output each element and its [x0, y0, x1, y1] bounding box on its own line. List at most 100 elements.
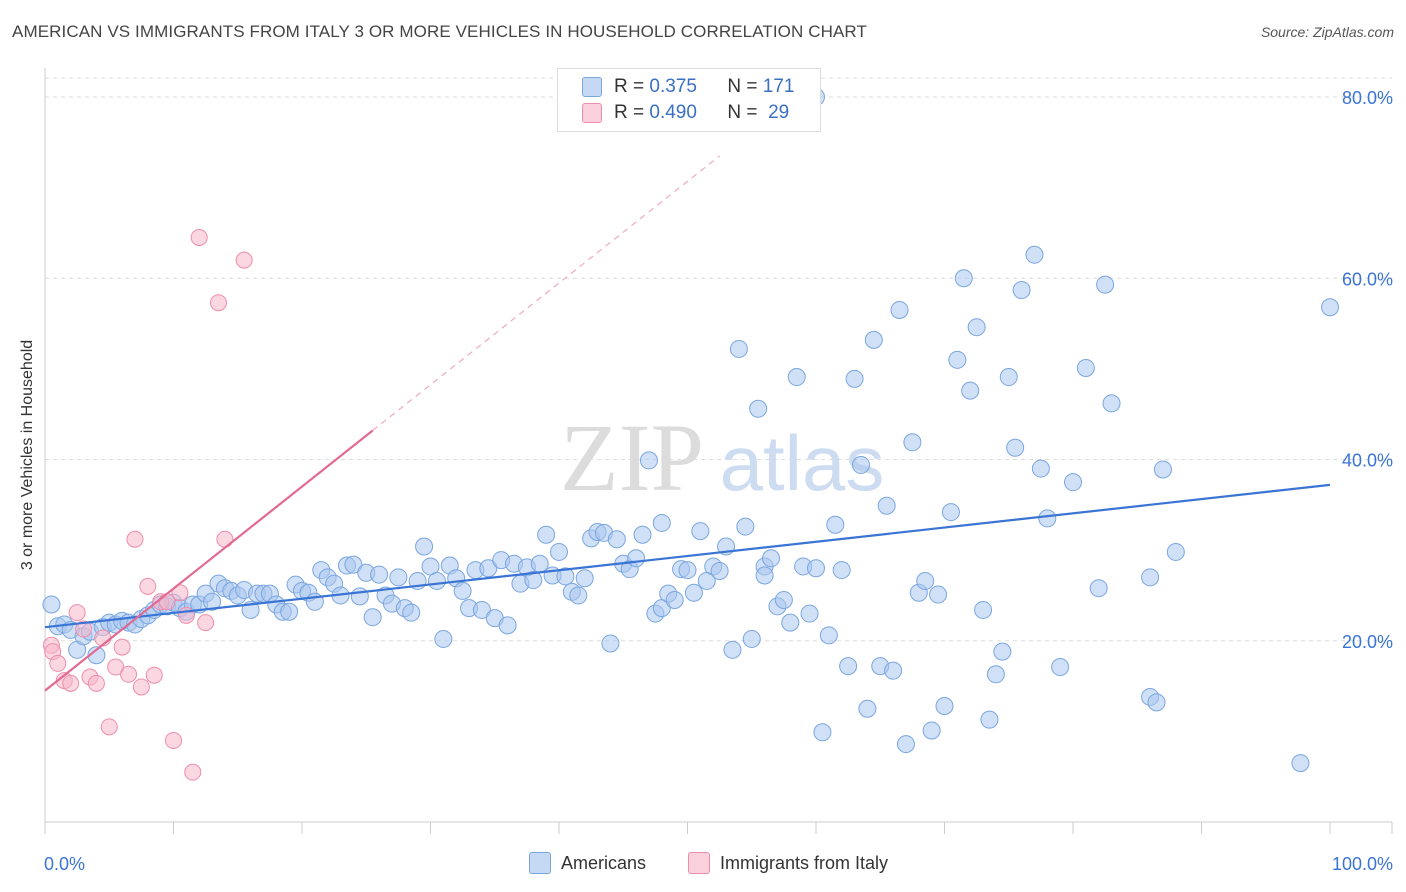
point-americans-169 — [652, 513, 671, 532]
point-americans-127 — [858, 699, 877, 718]
legend-row-americans: R = 0.375 N = 171 — [582, 75, 794, 99]
point-americans-92 — [633, 525, 652, 544]
point-americans-147 — [986, 665, 1005, 684]
point-americans-116 — [787, 368, 806, 387]
point-americans-145 — [974, 600, 993, 619]
point-americans-136 — [916, 571, 935, 590]
point-americans-163 — [1153, 460, 1172, 479]
point-americans-109 — [742, 629, 761, 648]
point-americans-97 — [665, 590, 684, 609]
legend-n-value: 171 — [762, 76, 795, 97]
point-americans-168 — [755, 566, 774, 585]
correlation-legend: R = 0.375 N = 171 R = 0.490 N = 29 — [557, 68, 821, 132]
point-italy-14 — [126, 530, 144, 548]
legend-r-value: 0.490 — [649, 102, 697, 123]
point-italy-16 — [139, 577, 157, 595]
point-americans-79 — [550, 542, 568, 561]
point-italy-27 — [216, 530, 234, 548]
y-axis-label: 3 or more Vehicles in Household — [19, 339, 36, 571]
point-americans-37 — [280, 602, 299, 621]
point-americans-142 — [954, 269, 973, 288]
point-italy-28 — [235, 251, 253, 269]
point-americans-50 — [363, 608, 382, 627]
point-americans-152 — [1025, 245, 1044, 264]
point-italy-13 — [120, 665, 138, 683]
point-americans-51 — [370, 565, 389, 584]
legend-r-label: R = — [614, 102, 645, 123]
point-americans-124 — [839, 657, 858, 676]
point-italy-24 — [190, 228, 208, 246]
point-americans-75 — [524, 571, 543, 590]
point-americans-76 — [530, 554, 549, 573]
legend-r-label: R = — [614, 76, 645, 97]
point-americans-160 — [1102, 394, 1121, 413]
point-americans-156 — [1064, 473, 1082, 492]
point-americans-54 — [389, 568, 408, 587]
point-americans-128 — [864, 330, 883, 349]
point-americans-149 — [999, 368, 1018, 387]
point-americans-133 — [896, 735, 915, 754]
point-americans-159 — [1096, 275, 1115, 294]
legend-n-label: N = — [727, 76, 758, 97]
point-americans-25 — [203, 592, 222, 611]
point-americans-0 — [42, 595, 61, 614]
point-americans-110 — [749, 399, 768, 418]
point-americans-106 — [723, 640, 742, 659]
point-americans-104 — [710, 561, 729, 580]
point-americans-148 — [993, 642, 1012, 661]
point-italy-15 — [132, 678, 150, 696]
point-americans-61 — [434, 629, 453, 648]
point-americans-165 — [1291, 754, 1310, 773]
watermark: ZIP atlas — [560, 404, 884, 511]
point-americans-60 — [427, 571, 446, 590]
point-americans-91 — [627, 549, 646, 568]
bottom-legend-americans: Americans — [529, 852, 646, 874]
point-americans-131 — [884, 661, 903, 680]
trend-line-italy — [44, 429, 374, 692]
point-americans-123 — [832, 561, 851, 580]
point-americans-80 — [556, 567, 575, 586]
y-tick-label-2: 60.0% — [1342, 269, 1393, 289]
x-tick-label-1: 100.0% — [1332, 854, 1393, 874]
point-italy-5 — [68, 604, 86, 622]
trend-lines — [44, 155, 1331, 692]
legend-swatch-italy — [582, 103, 602, 123]
series-americans-points — [42, 88, 1339, 773]
point-italy-10 — [100, 718, 118, 736]
point-americans-48 — [350, 587, 369, 606]
point-americans-67 — [472, 600, 491, 619]
point-americans-170 — [1141, 568, 1160, 587]
point-americans-100 — [684, 583, 703, 602]
point-americans-146 — [980, 710, 999, 729]
bottom-legend-label: Americans — [561, 852, 647, 873]
trend-line-americans — [44, 483, 1331, 629]
point-americans-93 — [639, 451, 658, 470]
point-americans-125 — [845, 369, 864, 388]
point-italy-8 — [87, 674, 105, 692]
point-americans-101 — [691, 522, 710, 541]
y-tick-label-0: 20.0% — [1342, 632, 1393, 652]
bottom-legend-swatch-americans — [529, 852, 551, 874]
point-americans-150 — [1006, 438, 1025, 457]
x-tick-label-0: 0.0% — [44, 854, 85, 874]
point-americans-126 — [851, 455, 870, 474]
y-tick-labels: 20.0% 40.0% 60.0% 80.0% — [1342, 88, 1393, 652]
point-americans-88 — [607, 530, 626, 549]
legend-n-value: 29 — [768, 102, 790, 123]
y-tick-label-3: 80.0% — [1342, 88, 1393, 108]
point-americans-56 — [402, 603, 421, 622]
point-americans-58 — [415, 537, 434, 556]
point-italy-26 — [209, 294, 227, 312]
point-americans-71 — [498, 616, 517, 635]
bottom-legend-label: Immigrants from Italy — [720, 852, 889, 873]
point-italy-2 — [49, 654, 67, 672]
point-americans-158 — [1089, 579, 1108, 598]
chart-title: AMERICAN VS IMMIGRANTS FROM ITALY 3 OR M… — [12, 22, 867, 41]
point-italy-20 — [165, 731, 182, 749]
point-americans-119 — [807, 559, 825, 578]
point-americans-141 — [948, 350, 967, 369]
point-americans-134 — [903, 433, 922, 452]
point-americans-132 — [890, 300, 909, 319]
point-americans-162 — [1147, 693, 1166, 712]
